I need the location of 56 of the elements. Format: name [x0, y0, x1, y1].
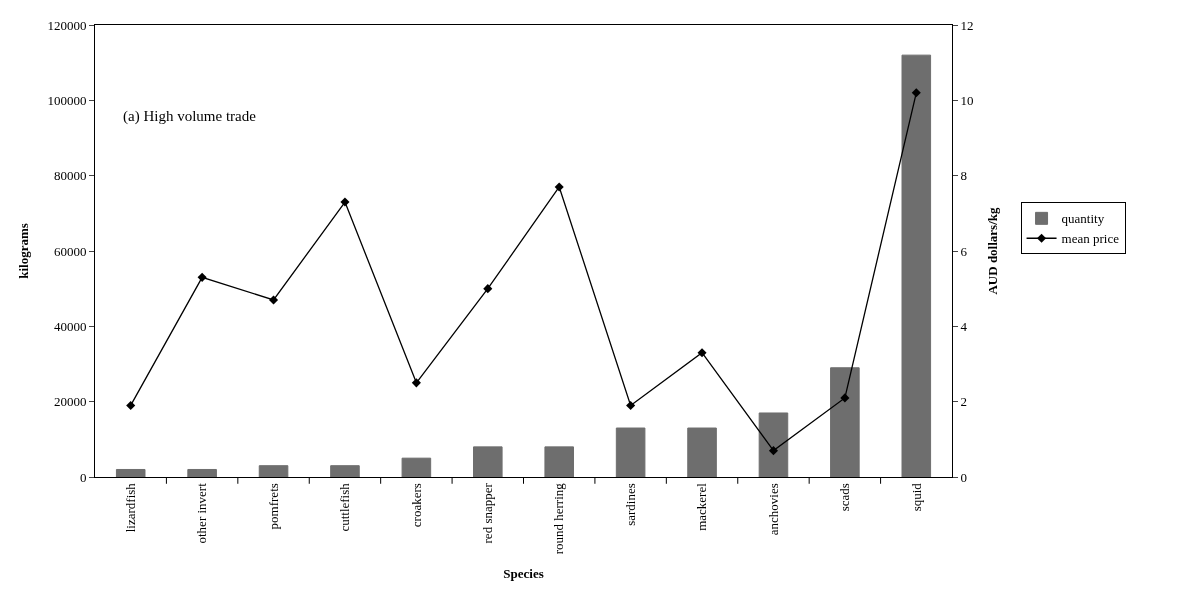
bar	[330, 465, 360, 477]
bar	[401, 457, 432, 477]
y-tick-label: 60000	[53, 243, 87, 259]
point	[483, 284, 493, 294]
point	[697, 348, 707, 358]
point	[840, 393, 850, 403]
y2-tick-label: 8	[960, 168, 968, 184]
point	[554, 182, 564, 192]
x-tick-label: scads	[837, 483, 853, 512]
x-tick-label: cuttlefish	[337, 482, 353, 532]
point	[126, 400, 136, 410]
y2-tick-label: 2	[960, 394, 968, 410]
point	[340, 197, 350, 207]
bar	[615, 427, 646, 477]
x-tick-label: red snapper	[480, 482, 496, 544]
bar	[258, 465, 289, 477]
y-tick-label: 40000	[53, 318, 87, 334]
y-tick-label: 80000	[53, 168, 87, 184]
y2-tick-label: 6	[960, 243, 968, 259]
x-tick-label: squid	[908, 482, 924, 512]
y-axis-title: kilograms	[16, 223, 32, 279]
legend-label: mean price	[1061, 231, 1120, 247]
annotation: (a) High volume trade	[123, 108, 257, 125]
point	[411, 378, 421, 388]
x-tick-label: anchovies	[765, 483, 781, 536]
bar	[687, 427, 717, 477]
y-tick-label: 20000	[53, 394, 87, 410]
point	[626, 400, 636, 410]
y-tick-label: 100000	[47, 92, 87, 108]
x-tick-label: other invert	[194, 482, 210, 544]
point	[768, 446, 779, 456]
bar	[758, 412, 789, 477]
point	[268, 295, 279, 305]
bar	[115, 468, 146, 477]
y-tick-label: 120000	[47, 17, 87, 33]
bar	[473, 446, 503, 477]
bar	[544, 446, 574, 477]
y2-axis-title: AUD dollars/kg	[985, 206, 1001, 295]
bar	[187, 468, 217, 477]
x-tick-label: lizardfish	[122, 482, 138, 533]
bar	[830, 367, 860, 477]
y2-tick-label: 12	[960, 17, 974, 33]
x-axis-title: Species	[503, 565, 544, 581]
point	[197, 272, 207, 282]
legend-label: quantity	[1061, 211, 1105, 227]
y-tick-label: 0	[79, 469, 87, 485]
y2-tick-label: 0	[960, 469, 968, 485]
y2-tick-label: 4	[960, 318, 968, 334]
y2-tick-label: 10	[960, 92, 974, 108]
point	[911, 88, 921, 98]
x-tick-label: sardines	[622, 483, 638, 526]
x-tick-label: pomfrets	[265, 483, 281, 530]
bar	[901, 54, 932, 477]
x-tick-label: croakers	[408, 483, 424, 528]
x-tick-label: mackerel	[694, 482, 710, 531]
x-tick-label: round herring	[551, 482, 567, 555]
